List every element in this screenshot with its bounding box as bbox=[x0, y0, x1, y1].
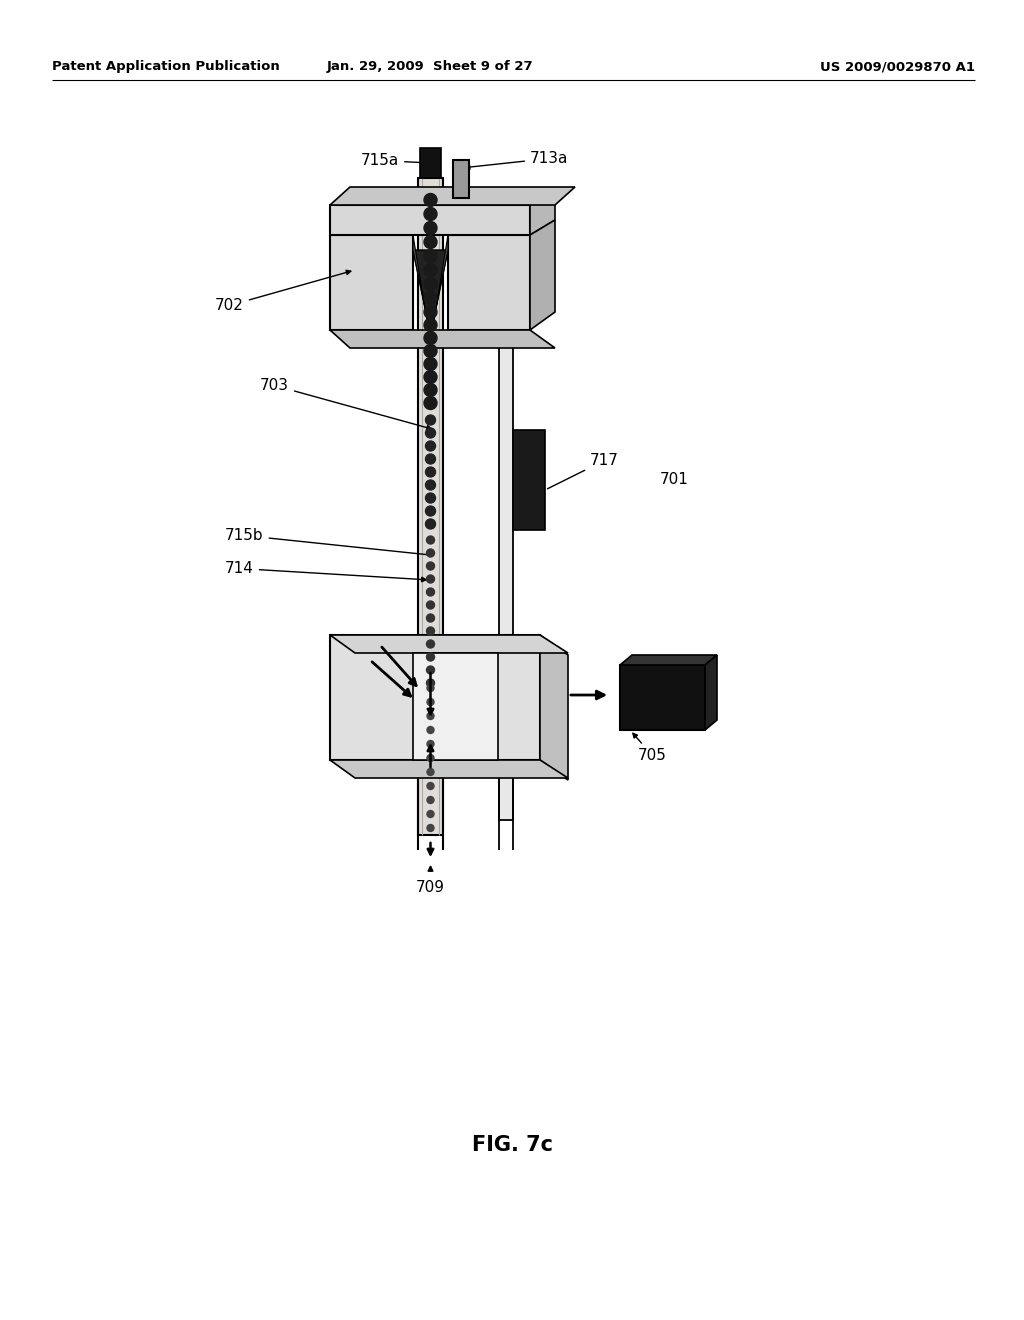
Circle shape bbox=[426, 506, 435, 516]
Circle shape bbox=[426, 414, 435, 425]
Bar bbox=[499, 330, 513, 820]
Text: FIG. 7c: FIG. 7c bbox=[471, 1135, 553, 1155]
Circle shape bbox=[427, 640, 434, 648]
Circle shape bbox=[426, 441, 435, 451]
Circle shape bbox=[424, 207, 437, 220]
Circle shape bbox=[426, 480, 435, 490]
Circle shape bbox=[427, 768, 434, 776]
Text: 701: 701 bbox=[660, 473, 689, 487]
Polygon shape bbox=[330, 187, 575, 205]
Circle shape bbox=[424, 371, 437, 384]
Circle shape bbox=[426, 454, 435, 465]
Circle shape bbox=[424, 358, 437, 371]
Circle shape bbox=[427, 796, 434, 804]
Circle shape bbox=[424, 331, 437, 345]
Circle shape bbox=[426, 492, 435, 503]
Bar bbox=[513, 430, 545, 531]
Circle shape bbox=[424, 235, 437, 248]
Circle shape bbox=[424, 222, 437, 235]
Circle shape bbox=[427, 741, 434, 747]
Circle shape bbox=[427, 726, 434, 734]
Polygon shape bbox=[620, 655, 717, 665]
Circle shape bbox=[424, 396, 437, 409]
Polygon shape bbox=[330, 635, 568, 653]
Circle shape bbox=[427, 576, 434, 583]
Circle shape bbox=[424, 345, 437, 358]
Text: Patent Application Publication: Patent Application Publication bbox=[52, 59, 280, 73]
Polygon shape bbox=[330, 235, 413, 330]
Text: 714: 714 bbox=[225, 561, 426, 582]
Circle shape bbox=[426, 467, 435, 477]
Circle shape bbox=[424, 194, 437, 206]
Circle shape bbox=[424, 318, 437, 331]
Polygon shape bbox=[330, 760, 568, 777]
Polygon shape bbox=[413, 235, 428, 330]
Circle shape bbox=[426, 428, 435, 438]
Polygon shape bbox=[530, 190, 555, 235]
Circle shape bbox=[427, 667, 434, 675]
Polygon shape bbox=[330, 330, 555, 348]
Polygon shape bbox=[540, 635, 568, 780]
Circle shape bbox=[424, 264, 437, 276]
Circle shape bbox=[427, 587, 434, 597]
Circle shape bbox=[427, 562, 434, 570]
Circle shape bbox=[427, 614, 434, 622]
Text: 717: 717 bbox=[548, 453, 618, 488]
Circle shape bbox=[424, 305, 437, 318]
Bar bbox=[453, 160, 469, 198]
Circle shape bbox=[427, 678, 434, 686]
Polygon shape bbox=[705, 655, 717, 730]
Text: US 2009/0029870 A1: US 2009/0029870 A1 bbox=[820, 59, 975, 73]
Polygon shape bbox=[413, 249, 449, 325]
Polygon shape bbox=[449, 235, 530, 330]
Circle shape bbox=[424, 277, 437, 290]
Circle shape bbox=[424, 249, 437, 263]
Text: 705: 705 bbox=[633, 733, 667, 763]
Bar bbox=[420, 148, 441, 178]
Text: 702: 702 bbox=[215, 271, 351, 313]
Bar bbox=[620, 665, 705, 730]
Text: 709: 709 bbox=[416, 880, 445, 895]
Text: 713a: 713a bbox=[465, 150, 568, 169]
Circle shape bbox=[424, 384, 437, 396]
Circle shape bbox=[427, 783, 434, 789]
Circle shape bbox=[427, 601, 434, 609]
Text: 703: 703 bbox=[260, 378, 431, 430]
Circle shape bbox=[427, 698, 434, 705]
Circle shape bbox=[427, 627, 434, 635]
Bar bbox=[418, 178, 443, 836]
Circle shape bbox=[427, 536, 434, 544]
Circle shape bbox=[426, 519, 435, 529]
Circle shape bbox=[427, 755, 434, 762]
Polygon shape bbox=[530, 220, 555, 330]
Text: 715a: 715a bbox=[360, 153, 426, 168]
Circle shape bbox=[427, 685, 434, 692]
Polygon shape bbox=[330, 635, 540, 760]
Circle shape bbox=[427, 549, 434, 557]
Circle shape bbox=[424, 292, 437, 305]
Text: 715b: 715b bbox=[225, 528, 428, 554]
Polygon shape bbox=[432, 235, 449, 330]
Bar bbox=[413, 653, 498, 760]
Circle shape bbox=[427, 653, 434, 661]
Text: Jan. 29, 2009  Sheet 9 of 27: Jan. 29, 2009 Sheet 9 of 27 bbox=[327, 59, 534, 73]
Polygon shape bbox=[330, 205, 530, 235]
Circle shape bbox=[427, 810, 434, 817]
Circle shape bbox=[427, 713, 434, 719]
Circle shape bbox=[427, 825, 434, 832]
